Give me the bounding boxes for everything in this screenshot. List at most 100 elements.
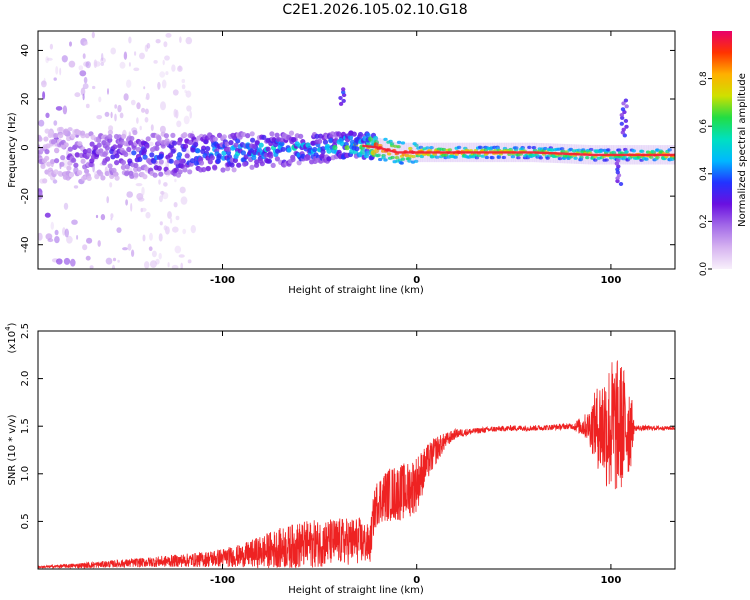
spectrogram-noise-blob: [172, 89, 179, 96]
spectrogram-ridge-cell: [568, 147, 574, 151]
colorbar-label: Normalized spectral amplitude: [737, 73, 748, 227]
spectrogram-ridge-cell: [63, 128, 69, 134]
spectrogram-ridge-cell: [258, 142, 264, 148]
spectrogram-noise-blob: [53, 120, 58, 126]
spectrogram-ridge-cell: [207, 159, 213, 165]
spectrogram-ridge-cell: [124, 164, 130, 170]
spectrogram-x-tick-label: 100: [600, 275, 621, 286]
spectrogram-noise-blob: [66, 235, 73, 244]
spectrogram-feature-blob: [621, 101, 626, 106]
spectrogram-ridge-cell: [174, 159, 180, 165]
spectrogram-ridge-cell: [270, 162, 276, 168]
spectrogram-noise-blob: [105, 257, 113, 265]
spectrogram-noise-blob: [149, 232, 153, 241]
spectrogram-noise-blob: [159, 71, 166, 78]
spectrogram-ridge-cell: [250, 137, 256, 143]
spectrogram-ridge-cell: [404, 153, 410, 157]
spectrogram-ridge-cell: [240, 150, 246, 156]
spectrogram-noise-blob: [82, 244, 88, 251]
spectrogram-noise-blob: [38, 119, 45, 127]
spectrogram-feature-blob: [623, 118, 629, 123]
spectrogram-ridge-cell: [573, 156, 578, 160]
spectrogram-feature-blob: [621, 127, 626, 132]
spectrogram-ridge-cell: [489, 155, 494, 160]
spectrogram-ridge-cell: [649, 155, 654, 159]
spectrogram-noise-blob: [101, 53, 104, 61]
spectrogram-ridge-cell: [149, 152, 155, 158]
spectrogram-x-tick-label: 0: [413, 275, 420, 286]
colorbar: 0.0 0.2 0.4 0.6 0.8 Normalized spectral ampl…: [699, 31, 748, 276]
spectrogram-noise-blob: [49, 43, 54, 50]
spectrogram-ridge-cell: [269, 131, 275, 137]
spectrogram-noise-blob: [145, 92, 150, 101]
spectrogram-noise-blob: [80, 87, 86, 96]
spectrogram-ridge-cell: [131, 144, 137, 150]
spectrogram-ridge-cell: [443, 156, 448, 160]
spectrogram-noise-blob: [100, 57, 106, 64]
spectrogram-ridge-cell: [171, 140, 178, 146]
spectrogram-noise-blob: [153, 60, 158, 64]
spectrogram-ridge-cell: [418, 145, 424, 149]
snr-y-tick-label: 2.0: [20, 371, 31, 387]
spectrogram-ridge-cell: [114, 153, 120, 159]
spectrogram-ridge-cell: [50, 139, 57, 145]
spectrogram-ridge-cell: [381, 156, 386, 160]
spectrogram-ridge-cell: [347, 134, 354, 141]
spectrogram-ridge-cell: [655, 148, 660, 152]
spectrogram-ridge-cell: [604, 158, 609, 162]
spectrogram-ridge-cell: [177, 169, 183, 175]
spectrogram-y-tick-label: 0: [20, 144, 31, 150]
spectrogram-noise-blob: [59, 67, 62, 76]
spectrogram-ridge-cell: [344, 145, 350, 151]
spectrogram-ridge-core: [362, 144, 675, 157]
spectrogram-ridge-cell: [66, 165, 72, 171]
spectrogram-ridge-cell: [390, 155, 395, 160]
spectrogram-ridge-cell: [319, 153, 325, 159]
spectrogram-ridge-cell: [167, 152, 174, 158]
spectrogram-noise-blob: [70, 258, 76, 267]
spectrogram-ridge-cell: [543, 146, 548, 151]
colorbar-tick-label: 0.4: [699, 166, 709, 181]
spectrogram-ridge-cell: [65, 175, 71, 181]
spectrogram-noise-blob: [61, 55, 68, 63]
spectrogram-feature-blob: [615, 170, 620, 175]
spectrogram-ridge-cell: [296, 160, 302, 166]
spectrogram-ticks: -100 0 100 -40 -20 0 20 40: [20, 31, 675, 286]
spectrogram-feature-blob: [341, 98, 346, 103]
spectrogram-noise-blob: [106, 196, 109, 204]
spectrogram-noise-blob: [41, 80, 47, 88]
spectrogram-ridge-cell: [545, 156, 550, 160]
spectrogram-noise-blob: [172, 226, 179, 233]
spectrogram-noise-blob: [97, 240, 101, 247]
spectrogram-ridge-cell: [136, 166, 142, 172]
spectrogram-ridge-cell: [187, 169, 193, 175]
spectrogram-noise-blob: [167, 211, 172, 219]
spectrogram-ridge-cell: [145, 136, 151, 142]
spectrogram-noise-blob: [119, 112, 124, 119]
spectrogram-ridge-cell: [77, 141, 83, 147]
spectrogram-noise-blob: [159, 195, 163, 203]
spectrogram-ridge-cell: [63, 142, 69, 148]
spectrogram-noise-blob: [110, 111, 113, 119]
spectrogram-noise-blob: [161, 190, 164, 197]
spectrogram-noise-blob: [44, 212, 51, 218]
spectrogram-ridge-cell: [298, 133, 304, 139]
spectrogram-noise-blob: [85, 103, 90, 109]
spectrogram-ridge-cell: [158, 153, 164, 159]
spectrogram-noise-blob: [128, 36, 132, 44]
spectrogram-ridge-cell: [129, 135, 135, 142]
spectrogram-ridge-cell: [129, 173, 135, 179]
spectrogram-ridge-cell: [53, 169, 59, 175]
spectrogram-ridge-cell: [44, 155, 50, 161]
spectrogram-y-label: Frequency (Hz): [7, 112, 18, 188]
spectrogram-ridge-cell: [245, 133, 251, 139]
spectrogram-feature-blob: [615, 158, 621, 163]
snr-x-tick-label: 0: [413, 575, 420, 586]
spectrogram-ridge-cell: [383, 137, 388, 141]
spectrogram-ridge-cell: [220, 167, 226, 173]
spectrogram-noise-blob: [134, 51, 137, 56]
spectrogram-ridge-cell: [265, 146, 271, 152]
spectrogram-feature-blob: [622, 133, 627, 138]
spectrogram-ridge-cell: [170, 148, 176, 154]
spectrogram-noise-blob: [73, 185, 79, 189]
